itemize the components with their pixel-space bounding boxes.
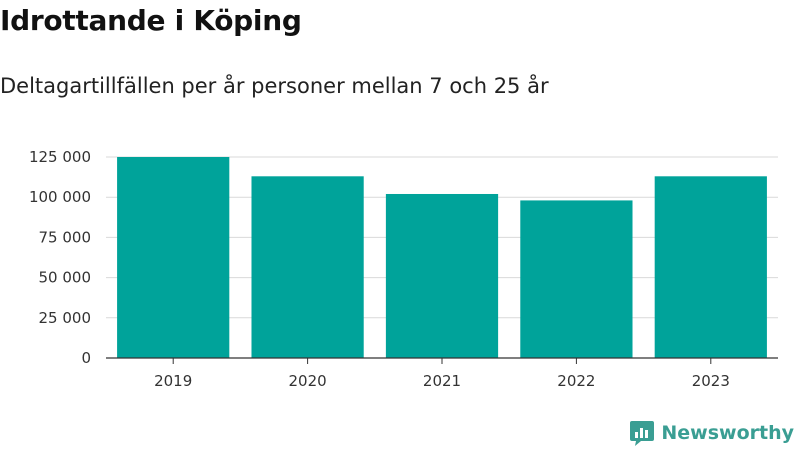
x-tick-label: 2021 xyxy=(423,372,461,390)
y-tick-label: 50 000 xyxy=(39,269,92,287)
chart-title: Idrottande i Köping xyxy=(0,4,302,37)
x-tick-label: 2019 xyxy=(154,372,192,390)
y-tick-label: 125 000 xyxy=(29,148,91,166)
bars xyxy=(117,157,767,358)
bar-2021 xyxy=(385,193,499,358)
brand-logo: Newsworthy xyxy=(629,419,794,447)
x-tick-label: 2023 xyxy=(692,372,730,390)
y-axis: 0 25 000 50 000 75 000 100 000 125 000 xyxy=(29,148,91,367)
x-axis: 2019 2020 2021 2022 2023 xyxy=(106,357,778,390)
newsworthy-logo-icon xyxy=(630,421,655,446)
bar-2020 xyxy=(251,176,364,358)
bar-2019 xyxy=(117,157,230,358)
y-tick-label: 25 000 xyxy=(39,309,92,327)
bar-2022 xyxy=(520,200,633,358)
chart-subtitle: Deltagartillfällen per år personer mella… xyxy=(0,74,549,98)
bar-2023 xyxy=(654,176,767,358)
y-tick-label: 75 000 xyxy=(39,228,92,246)
x-tick-label: 2022 xyxy=(557,372,595,390)
brand-name: Newsworthy xyxy=(661,422,794,444)
y-tick-label: 100 000 xyxy=(29,188,91,206)
x-tick-label: 2020 xyxy=(289,372,327,390)
y-tick-label: 0 xyxy=(81,349,91,367)
